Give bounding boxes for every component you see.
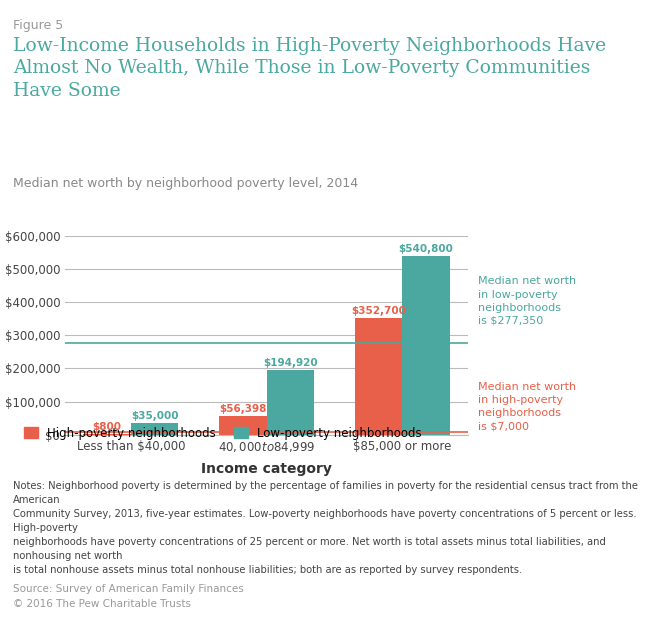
Text: $56,398: $56,398 [219,404,266,414]
Text: Figure 5: Figure 5 [13,19,63,32]
Bar [131,423,178,435]
Text: $352,700: $352,700 [351,306,406,316]
Bar [219,416,266,435]
Text: Source: Survey of American Family Finances: Source: Survey of American Family Financ… [13,584,244,594]
Text: $540,800: $540,800 [398,243,453,253]
Text: Median net worth
in high-poverty
neighborhoods
is $7,000: Median net worth in high-poverty neighbo… [478,382,576,432]
Legend: High-poverty neighborhoods, Low-poverty neighborhoods: High-poverty neighborhoods, Low-poverty … [19,422,426,444]
Text: Low-Income Households in High-Poverty Neighborhoods Have
Almost No Wealth, While: Low-Income Households in High-Poverty Ne… [13,37,606,99]
Bar [402,256,450,435]
Text: $194,920: $194,920 [263,358,318,368]
X-axis label: Income category: Income category [201,462,332,476]
Bar [355,318,402,435]
Bar [266,370,314,435]
Text: Median net worth by neighborhood poverty level, 2014: Median net worth by neighborhood poverty… [13,177,358,190]
Text: © 2016 The Pew Charitable Trusts: © 2016 The Pew Charitable Trusts [13,599,191,609]
Text: Notes: Neighborhood poverty is determined by the percentage of families in pover: Notes: Neighborhood poverty is determine… [13,481,638,575]
Text: $35,000: $35,000 [131,411,178,421]
Text: $800: $800 [92,422,122,432]
Text: Median net worth
in low-poverty
neighborhoods
is $277,350: Median net worth in low-poverty neighbor… [478,276,576,326]
